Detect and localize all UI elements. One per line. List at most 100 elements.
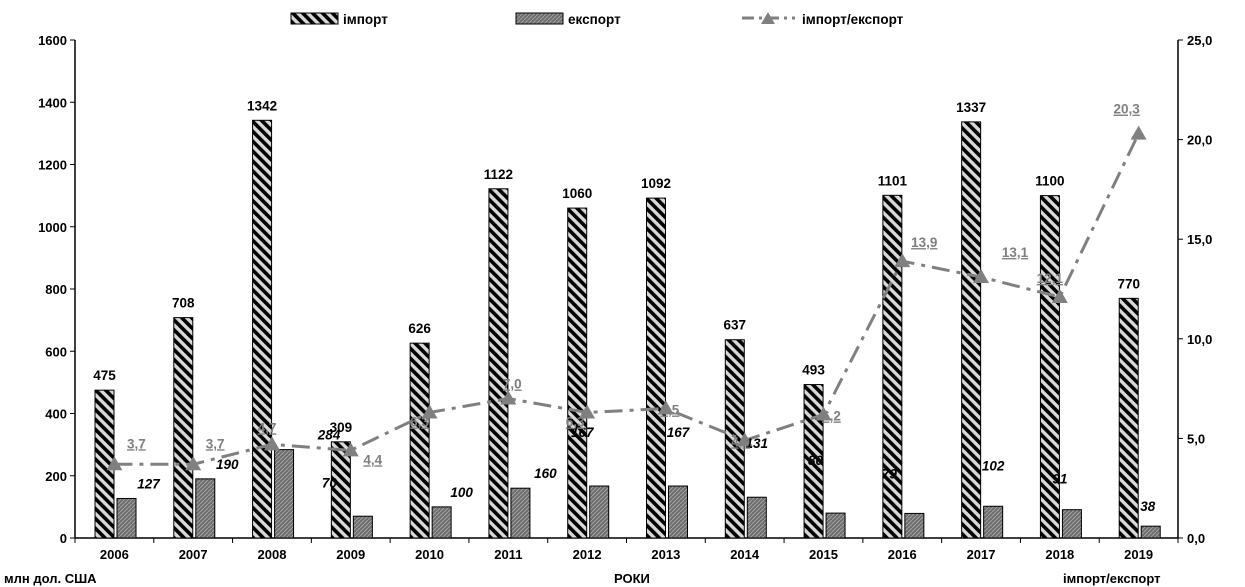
ratio-value-label: 4,4 bbox=[363, 452, 382, 467]
ratio-value-label: 3,7 bbox=[127, 436, 146, 451]
left-tick-label: 1200 bbox=[38, 158, 67, 173]
right-axis-title: імпорт/експорт bbox=[1063, 571, 1161, 586]
x-axis-title: РОКИ bbox=[614, 571, 650, 586]
right-tick-label: 15,0 bbox=[1187, 232, 1212, 247]
x-tick-label: 2011 bbox=[494, 547, 522, 562]
import-value-label: 1122 bbox=[484, 167, 513, 182]
ratio-value-label: 4,7 bbox=[258, 420, 277, 435]
export-bar bbox=[1061, 509, 1082, 539]
ratio-value-label: 6,3 bbox=[410, 415, 429, 430]
import-value-label: 1092 bbox=[641, 176, 671, 191]
export-bar bbox=[746, 496, 767, 539]
x-tick-label: 2008 bbox=[258, 547, 287, 562]
import-bar bbox=[961, 121, 982, 539]
export-bar bbox=[983, 505, 1004, 539]
x-tick-label: 2016 bbox=[888, 547, 917, 562]
export-bar bbox=[352, 515, 373, 539]
export-bar bbox=[1140, 525, 1161, 539]
ratio-value-label: 20,3 bbox=[1113, 102, 1140, 117]
import-bar bbox=[646, 197, 666, 539]
x-tick-label: 2010 bbox=[415, 547, 444, 562]
import-value-label: 309 bbox=[330, 420, 353, 435]
export-bar bbox=[274, 449, 295, 539]
import-bar bbox=[1039, 195, 1060, 539]
export-value-label: 131 bbox=[746, 436, 769, 451]
legend-import-swatch bbox=[290, 12, 339, 25]
left-tick-label: 400 bbox=[45, 407, 67, 422]
export-value-label: 91 bbox=[1052, 472, 1067, 487]
right-tick-label: 0,0 bbox=[1187, 531, 1205, 546]
left-tick-label: 600 bbox=[45, 344, 67, 359]
ratio-point-marker bbox=[657, 400, 674, 415]
export-value-label: 127 bbox=[137, 476, 161, 491]
ratio-value-label: 13,9 bbox=[911, 235, 937, 250]
export-bar bbox=[431, 506, 452, 539]
export-value-label: 100 bbox=[450, 485, 473, 500]
right-tick-label: 20,0 bbox=[1187, 133, 1212, 148]
legend-ratio-label: імпорт/експорт bbox=[802, 12, 904, 27]
export-bar bbox=[589, 485, 610, 539]
x-tick-label: 2012 bbox=[573, 547, 602, 562]
import-bar bbox=[173, 317, 194, 539]
ratio-point-marker bbox=[500, 390, 517, 405]
export-value-label: 70 bbox=[322, 476, 338, 491]
import-value-label: 1100 bbox=[1035, 174, 1064, 189]
ratio-value-label: 12,1 bbox=[1037, 271, 1064, 286]
legend: імпорт експорт імпорт/експорт bbox=[290, 12, 904, 27]
export-value-label: 80 bbox=[808, 453, 824, 468]
bars bbox=[94, 119, 1161, 539]
import-bar bbox=[252, 119, 273, 539]
import-value-label: 475 bbox=[93, 368, 116, 383]
import-bar bbox=[882, 194, 903, 539]
ratio-point-marker bbox=[421, 404, 438, 419]
x-tick-label: 2007 bbox=[179, 547, 208, 562]
export-bar bbox=[904, 512, 925, 539]
x-tick-label: 2018 bbox=[1045, 547, 1074, 562]
import-value-label: 626 bbox=[408, 321, 431, 336]
x-tick-label: 2019 bbox=[1124, 547, 1153, 562]
right-tick-label: 5,0 bbox=[1187, 431, 1205, 446]
ratio-value-label: 6,2 bbox=[822, 408, 841, 423]
ratio-point-marker bbox=[973, 269, 990, 284]
right-tick-label: 10,0 bbox=[1187, 332, 1212, 347]
right-tick-label: 25,0 bbox=[1187, 33, 1212, 48]
export-value-label: 284 bbox=[317, 428, 341, 443]
import-value-label: 637 bbox=[724, 318, 747, 333]
ratio-value-label: 3,7 bbox=[206, 436, 225, 451]
x-tick-label: 2006 bbox=[100, 547, 129, 562]
left-tick-label: 200 bbox=[45, 469, 67, 484]
ratio-point-marker bbox=[1130, 125, 1147, 140]
ratio-value-label: 7,0 bbox=[503, 377, 522, 392]
import-value-label: 1337 bbox=[956, 100, 986, 115]
x-tick-label: 2013 bbox=[651, 547, 680, 562]
export-value-label: 79 bbox=[882, 466, 898, 481]
export-value-label: 160 bbox=[534, 466, 557, 481]
import-bar bbox=[330, 441, 351, 539]
x-tick-label: 2017 bbox=[967, 547, 996, 562]
x-tick-label: 2014 bbox=[730, 547, 760, 562]
import-value-label: 493 bbox=[802, 363, 825, 378]
ratio-point-marker bbox=[579, 404, 596, 419]
import-value-label: 1101 bbox=[878, 173, 908, 188]
ratio-series bbox=[106, 125, 1147, 471]
import-value-label: 1060 bbox=[562, 186, 592, 201]
ratio-value-label: 13,1 bbox=[1002, 245, 1029, 260]
ratio-value-label: 6,5 bbox=[661, 403, 680, 418]
export-value-label: 38 bbox=[1140, 499, 1156, 514]
x-tick-label: 2015 bbox=[809, 547, 838, 562]
ratio-point-marker bbox=[342, 442, 359, 457]
axes: 0 200 400 600 800 1000 1200 1400 1600 0,0 5,0 10,0 1… bbox=[38, 33, 1212, 562]
export-bar bbox=[668, 485, 688, 539]
legend-export-label: експорт bbox=[568, 12, 621, 27]
export-bar bbox=[195, 478, 216, 539]
ratio-point-marker bbox=[1051, 288, 1068, 303]
export-value-label: 190 bbox=[216, 457, 239, 472]
ratio-point-marker bbox=[736, 432, 753, 447]
legend-ratio-marker bbox=[761, 12, 775, 24]
import-bar bbox=[1118, 297, 1139, 539]
import-bar bbox=[409, 342, 430, 539]
ratio-point-marker bbox=[185, 456, 202, 471]
import-bar bbox=[567, 207, 588, 539]
